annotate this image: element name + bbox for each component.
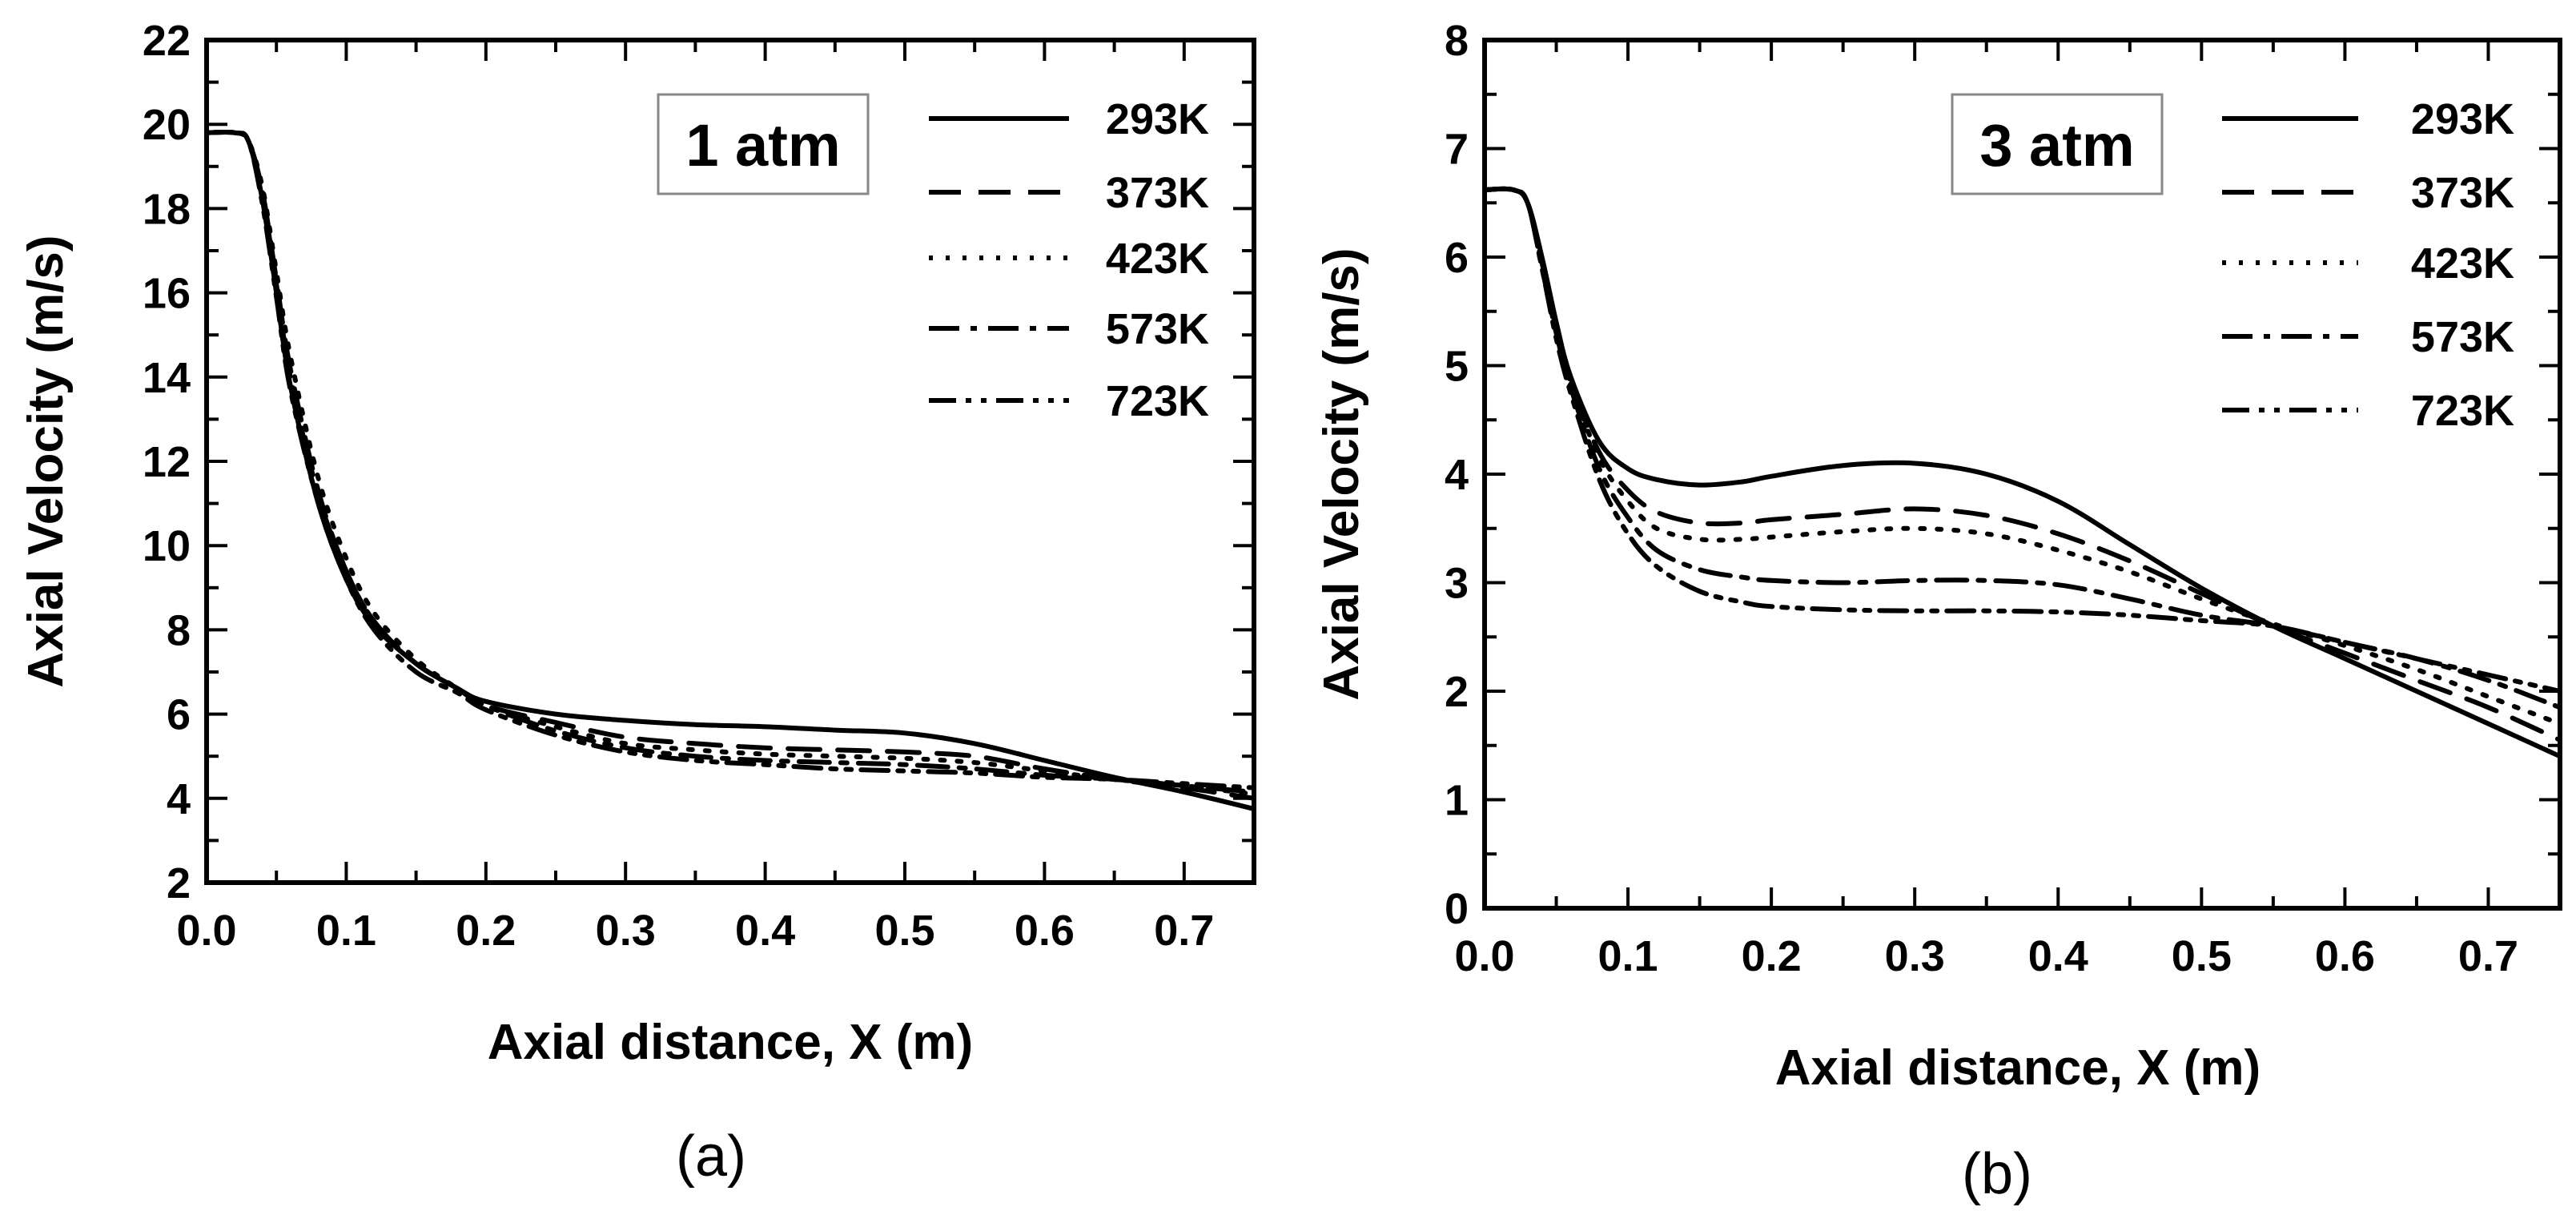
legend-label: 423K — [2411, 239, 2514, 288]
series-line-723K — [1482, 186, 2562, 694]
y-tick-label: 12 — [143, 438, 191, 486]
y-tick-labels: 2 4 6 8 10 12 14 16 18 20 22 — [143, 17, 191, 907]
x-tick-label: 0.6 — [2315, 932, 2375, 980]
y-tick-label: 2 — [167, 859, 191, 907]
pressure-badge: 3 atm — [1951, 93, 2164, 195]
y-tick-label: 4 — [1445, 451, 1469, 499]
legend-entry: 723K — [929, 377, 1209, 425]
x-tick-label: 0.1 — [1598, 932, 1658, 980]
y-tick-label: 16 — [143, 270, 191, 318]
tick-marks — [205, 38, 1256, 884]
y-axis-title: Axial Velocity (m/s) — [1314, 247, 1369, 700]
x-tick-label: 0.1 — [316, 907, 376, 955]
legend-entry: 573K — [2222, 313, 2514, 361]
panel-a: 0.0 0.1 0.2 0.3 0.4 0.5 0.6 0.7 2 4 6 8 … — [18, 17, 1256, 1189]
legend-label: 373K — [1106, 169, 1209, 217]
legend-entry: 423K — [2222, 239, 2514, 288]
legend-label: 573K — [2411, 313, 2514, 361]
panel-label-a: (a) — [676, 1124, 746, 1189]
legend-entry: 723K — [2222, 387, 2514, 435]
legend-label: 423K — [1106, 235, 1209, 283]
x-tick-label: 0.0 — [176, 907, 236, 955]
y-tick-label: 22 — [143, 17, 191, 65]
y-axis-title: Axial Velocity (m/s) — [18, 235, 74, 687]
legend-entry: 373K — [2222, 169, 2514, 217]
tick-labels: 0.0 0.1 0.2 0.3 0.4 0.5 0.6 0.7 2 4 6 8 … — [143, 17, 1214, 955]
legend-label: 573K — [1106, 305, 1209, 353]
x-tick-labels: 0.0 0.1 0.2 0.3 0.4 0.5 0.6 0.7 — [176, 907, 1214, 955]
legend-entry: 423K — [929, 235, 1209, 283]
legend-label: 723K — [1106, 377, 1209, 425]
y-tick-label: 1 — [1445, 777, 1469, 825]
y-tick-label: 20 — [143, 101, 191, 149]
x-tick-label: 0.3 — [1885, 932, 1945, 980]
x-axis-title: Axial distance, X (m) — [488, 1015, 973, 1070]
y-tick-label: 7 — [1445, 126, 1469, 174]
y-tick-label: 0 — [1445, 885, 1469, 933]
series-lines — [204, 129, 1256, 811]
series-line-723K — [204, 129, 1256, 791]
pressure-label: 1 atm — [685, 112, 840, 179]
legend-entry: 293K — [929, 95, 1209, 143]
y-tick-label: 6 — [167, 691, 191, 739]
legend-label: 373K — [2411, 169, 2514, 217]
legend-label: 293K — [1106, 95, 1209, 143]
x-tick-label: 0.2 — [1742, 932, 1802, 980]
legend: 293K 373K 423K 573K 723K — [2222, 95, 2514, 435]
legend: 293K 373K 423K 573K 723K — [929, 95, 1209, 425]
x-tick-label: 0.2 — [456, 907, 516, 955]
legend-label: 293K — [2411, 95, 2514, 143]
y-tick-label: 3 — [1445, 560, 1469, 608]
y-tick-label: 5 — [1445, 343, 1469, 391]
legend-entry: 573K — [929, 305, 1209, 353]
x-tick-label: 0.5 — [2172, 932, 2232, 980]
y-tick-label: 8 — [1445, 17, 1469, 65]
y-tick-label: 18 — [143, 185, 191, 233]
x-tick-labels: 0.0 0.1 0.2 0.3 0.4 0.5 0.6 0.7 — [1454, 932, 2518, 980]
series-lines — [1482, 186, 2562, 759]
pressure-label: 3 atm — [1979, 112, 2134, 179]
tick-labels: 0.0 0.1 0.2 0.3 0.4 0.5 0.6 0.7 0 1 2 3 … — [1445, 17, 2518, 980]
y-tick-label: 4 — [167, 775, 191, 823]
legend-entry: 373K — [929, 169, 1209, 217]
x-tick-label: 0.0 — [1454, 932, 1514, 980]
y-tick-label: 6 — [1445, 234, 1469, 282]
x-tick-label: 0.6 — [1015, 907, 1075, 955]
y-tick-label: 14 — [143, 354, 191, 402]
y-tick-label: 8 — [167, 606, 191, 654]
x-tick-label: 0.4 — [735, 907, 795, 955]
x-axis-title: Axial distance, X (m) — [1775, 1040, 2261, 1096]
x-tick-label: 0.7 — [1154, 907, 1214, 955]
pressure-badge: 1 atm — [657, 93, 870, 195]
panel-b: 0.0 0.1 0.2 0.3 0.4 0.5 0.6 0.7 0 1 2 3 … — [1314, 17, 2562, 1206]
x-tick-label: 0.5 — [874, 907, 934, 955]
legend-label: 723K — [2411, 387, 2514, 435]
x-tick-label: 0.4 — [2028, 932, 2088, 980]
tick-marks — [1483, 38, 2562, 910]
x-tick-label: 0.3 — [596, 907, 656, 955]
panel-label-b: (b) — [1962, 1142, 2032, 1206]
y-tick-label: 2 — [1445, 668, 1469, 716]
x-tick-label: 0.7 — [2458, 932, 2518, 980]
legend-entry: 293K — [2222, 95, 2514, 143]
y-tick-label: 10 — [143, 522, 191, 570]
y-tick-labels: 0 1 2 3 4 5 6 7 8 — [1445, 17, 1469, 933]
